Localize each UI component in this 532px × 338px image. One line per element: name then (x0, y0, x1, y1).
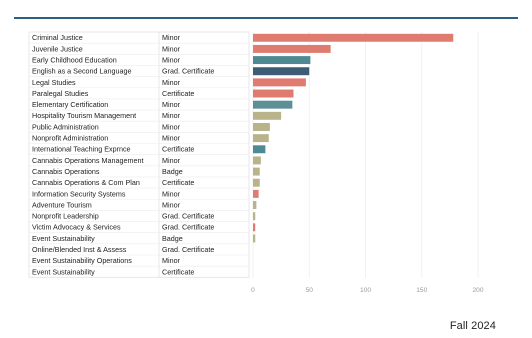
program-type-label: Certificate (162, 178, 194, 187)
program-label: Juvenile Justice (32, 44, 83, 53)
bar (253, 145, 266, 154)
bar (253, 189, 259, 198)
program-label: Cannabis Operations & Com Plan (32, 178, 140, 187)
program-label: Event Sustainability Operations (32, 256, 132, 265)
program-type-label: Grad. Certificate (162, 245, 214, 254)
bar (253, 67, 310, 76)
bar (253, 33, 454, 42)
program-type-label: Minor (162, 200, 181, 209)
bar (253, 167, 260, 176)
x-axis-ticks: 0 50 100 150 200 (251, 287, 484, 294)
bar (253, 134, 269, 143)
bar (253, 111, 282, 120)
bar (253, 201, 257, 209)
x-tick-label: 200 (472, 287, 483, 294)
program-label: Adventure Tourism (32, 200, 92, 209)
program-type-label: Minor (162, 100, 181, 109)
program-label: Online/Blended Inst & Assess (32, 245, 127, 254)
program-label-table: Criminal Justice Minor Juvenile Justice Min… (28, 31, 250, 278)
program-type-label: Minor (162, 111, 181, 120)
program-label: Event Sustainability (32, 234, 95, 243)
program-label: Criminal Justice (32, 33, 83, 42)
program-type-label: Certificate (162, 89, 194, 98)
x-tick-label: 150 (416, 287, 427, 294)
bar (253, 56, 311, 65)
bar (253, 44, 331, 53)
program-label: Elementary Certification (32, 100, 108, 109)
program-label: Paralegal Studies (32, 89, 89, 98)
program-type-label: Badge (162, 234, 183, 243)
x-tick-label: 100 (360, 287, 371, 294)
program-type-label: Certificate (162, 267, 194, 276)
program-label: Event Sustainability (32, 267, 95, 276)
program-type-label: Minor (162, 44, 181, 53)
bar (253, 212, 256, 221)
program-type-label: Minor (162, 189, 181, 198)
program-type-label: Minor (162, 55, 181, 64)
program-label: English as a Second Language (32, 67, 132, 76)
bar (253, 178, 260, 187)
program-type-label: Minor (162, 156, 181, 165)
program-label: Nonprofit Administration (32, 134, 108, 143)
program-type-label: Minor (162, 33, 181, 42)
program-type-label: Grad. Certificate (162, 223, 214, 232)
bar (253, 234, 256, 243)
program-type-label: Grad. Certificate (162, 67, 214, 76)
program-label: Cannabis Operations Management (32, 156, 143, 165)
header-divider (14, 17, 518, 19)
bar (253, 100, 293, 109)
program-type-label: Minor (162, 122, 181, 131)
bar (253, 156, 261, 165)
term-label: Fall 2024 (449, 320, 496, 332)
bar (253, 78, 306, 87)
program-label: Public Administration (32, 122, 99, 131)
program-enrollment-chart: Criminal Justice Minor Juvenile Justice Min… (28, 31, 484, 294)
x-tick-label: 50 (306, 287, 314, 294)
bar (253, 89, 294, 98)
program-type-label: Minor (162, 134, 181, 143)
program-label: Legal Studies (32, 78, 76, 87)
program-label: Cannabis Operations (32, 167, 100, 176)
bar (253, 223, 256, 232)
program-label: International Teaching Exprnce (32, 145, 131, 154)
program-label: Early Childhood Education (32, 55, 117, 64)
x-tick-label: 0 (251, 287, 255, 294)
program-type-label: Certificate (162, 145, 194, 154)
program-label: Victim Advocacy & Services (32, 223, 121, 232)
program-label: Information Security Systems (32, 189, 126, 198)
program-type-label: Minor (162, 256, 181, 265)
program-label: Nonprofit Leadership (32, 212, 99, 221)
program-type-label: Grad. Certificate (162, 212, 214, 221)
program-type-label: Minor (162, 78, 181, 87)
program-type-label: Badge (162, 167, 183, 176)
program-label: Hospitality Tourism Management (32, 111, 136, 120)
bar-series (253, 33, 454, 243)
bar (253, 123, 270, 131)
